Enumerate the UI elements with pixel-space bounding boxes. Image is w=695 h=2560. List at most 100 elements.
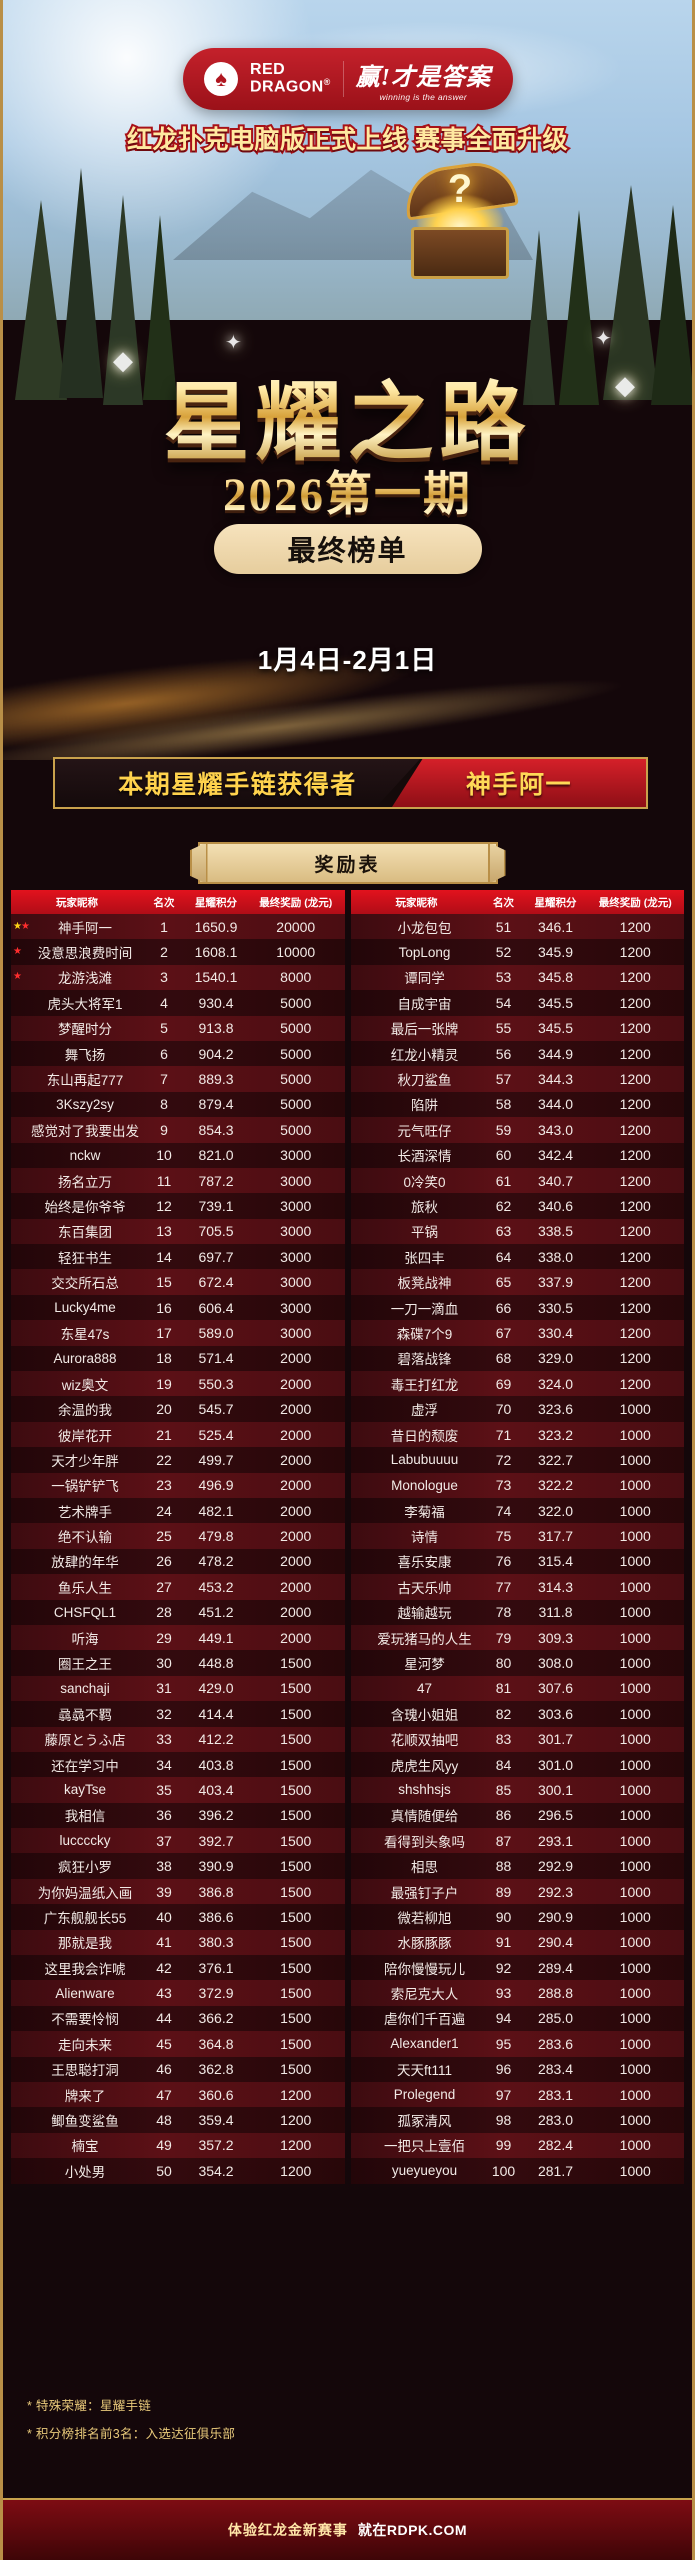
cell-rank: 54 bbox=[495, 994, 512, 1011]
table-row: 诗情 75 317.7 1000 bbox=[350, 1523, 684, 1549]
forest-silhouette bbox=[3, 0, 692, 760]
table-row: ★ 没意思浪费时间 2 1608.1 10000 bbox=[11, 939, 345, 965]
cell-score: 386.8 bbox=[198, 1883, 234, 1900]
cell-rank: 70 bbox=[495, 1401, 512, 1418]
table-row: 东星47s 17 589.0 3000 bbox=[11, 1320, 345, 1346]
cell-score: 322.0 bbox=[537, 1502, 574, 1519]
cell-prize: 1500 bbox=[280, 1908, 312, 1925]
table-row: 梦醒时分 5 913.8 5000 bbox=[11, 1015, 345, 1041]
cell-prize: 1500 bbox=[280, 2010, 312, 2027]
cell-prize: 1500 bbox=[280, 1858, 312, 1875]
cell-prize: 8000 bbox=[280, 969, 312, 986]
diamond-icon: ◆ bbox=[615, 370, 635, 401]
slogan-cn: 赢!才是答案 bbox=[355, 64, 491, 91]
cell-score: 904.2 bbox=[198, 1045, 234, 1062]
cell-score: 345.8 bbox=[537, 969, 574, 986]
table-row: 轻狂书生 14 697.7 3000 bbox=[11, 1244, 345, 1270]
table-row: 感觉对了我要出发 9 854.3 5000 bbox=[11, 1117, 345, 1143]
cell-prize: 3000 bbox=[280, 1248, 312, 1265]
cell-score: 354.2 bbox=[198, 2162, 234, 2179]
cell-rank: 23 bbox=[156, 1477, 172, 1494]
cell-player-name: 越输越玩 bbox=[397, 1606, 452, 1622]
table-row: 陪你慢慢玩儿 92 289.4 1000 bbox=[350, 1955, 684, 1981]
cell-score: 344.0 bbox=[537, 1096, 574, 1113]
cell-score: 879.4 bbox=[198, 1096, 234, 1113]
table-row: 听海 29 449.1 2000 bbox=[11, 1624, 345, 1651]
cell-player-name: kayTse bbox=[63, 1782, 107, 1798]
cell-player-name: 索尼克大人 bbox=[390, 1987, 459, 2003]
cell-score: 364.8 bbox=[198, 2035, 234, 2052]
cell-rank: 86 bbox=[495, 1807, 512, 1824]
table-row: TopLong 52 345.9 1200 bbox=[350, 939, 684, 965]
cell-rank: 81 bbox=[495, 1680, 512, 1697]
brand-name: RED DRAGON® bbox=[250, 61, 331, 96]
cell-player-name: 陷阱 bbox=[411, 1098, 438, 1114]
cell-rank: 16 bbox=[156, 1299, 172, 1316]
cell-prize: 1000 bbox=[619, 2112, 651, 2129]
header-rank: 名次 bbox=[153, 896, 175, 909]
cell-prize: 1000 bbox=[619, 1604, 651, 1621]
cell-player-name: 感觉对了我要出发 bbox=[31, 1123, 139, 1139]
cell-prize: 10000 bbox=[276, 944, 316, 961]
cell-prize: 1200 bbox=[619, 1350, 651, 1367]
cell-rank: 33 bbox=[156, 1731, 172, 1748]
table-row: 古天乐帅 77 314.3 1000 bbox=[350, 1574, 684, 1600]
cell-rank: 66 bbox=[495, 1299, 512, 1316]
cell-player-name: 昔日的颓废 bbox=[390, 1428, 459, 1444]
cell-rank: 61 bbox=[495, 1172, 512, 1189]
cell-score: 324.0 bbox=[537, 1375, 574, 1392]
cell-prize: 1000 bbox=[619, 1578, 651, 1595]
cell-score: 366.2 bbox=[198, 2010, 234, 2027]
cell-prize: 1200 bbox=[619, 1045, 651, 1062]
table-row: 最强钉子户 89 292.3 1000 bbox=[350, 1878, 684, 1905]
winner-name-block: 神手阿一 bbox=[392, 759, 646, 807]
footer-right-text[interactable]: 就在RDPK.COM bbox=[357, 2522, 468, 2538]
cell-player-name: 绝不认输 bbox=[58, 1530, 112, 1546]
cell-player-name: 花顺双抽吧 bbox=[390, 1733, 459, 1749]
cell-score: 1540.1 bbox=[194, 969, 238, 986]
header-prize: 最终奖励 (龙元) bbox=[259, 896, 333, 909]
cell-prize: 1000 bbox=[619, 1680, 651, 1697]
cell-score: 1608.1 bbox=[194, 944, 238, 961]
cell-score: 889.3 bbox=[198, 1071, 234, 1088]
cell-rank: 8 bbox=[160, 1096, 168, 1113]
cell-score: 338.5 bbox=[537, 1223, 574, 1240]
cell-rank: 62 bbox=[495, 1197, 512, 1214]
cell-player-name: 艺术牌手 bbox=[58, 1504, 112, 1520]
cell-rank: 9 bbox=[160, 1121, 168, 1138]
cell-score: 283.6 bbox=[537, 2035, 574, 2052]
table-row: 东百集团 13 705.5 3000 bbox=[11, 1218, 345, 1245]
cell-prize: 3000 bbox=[280, 1324, 312, 1341]
cell-player-name: 0冷笑0 bbox=[403, 1174, 446, 1190]
cell-prize: 1000 bbox=[619, 1858, 651, 1875]
cell-player-name: 轻狂书生 bbox=[58, 1250, 112, 1266]
cell-player-name: 真情随便给 bbox=[390, 1809, 459, 1825]
cell-player-name: 舞飞扬 bbox=[64, 1047, 106, 1063]
cell-player-name: 我相信 bbox=[64, 1809, 106, 1825]
cell-prize: 1000 bbox=[619, 2035, 651, 2052]
cell-rank: 45 bbox=[156, 2035, 172, 2052]
cell-score: 357.2 bbox=[198, 2137, 234, 2154]
cell-rank: 38 bbox=[156, 1858, 172, 1875]
table-row: 鱼乐人生 27 453.2 2000 bbox=[11, 1574, 345, 1600]
table-row: 虎头大将军1 4 930.4 5000 bbox=[11, 990, 345, 1016]
cell-prize: 1500 bbox=[280, 1883, 312, 1900]
cell-player-name: 看得到头象吗 bbox=[384, 1834, 465, 1850]
cell-prize: 1000 bbox=[619, 1934, 651, 1951]
cell-rank: 11 bbox=[156, 1172, 172, 1189]
cell-rank: 60 bbox=[495, 1147, 512, 1164]
cell-rank: 26 bbox=[156, 1553, 172, 1570]
cell-player-name: 爱玩猪马的人生 bbox=[377, 1631, 472, 1647]
table-row: Labubuuuu 72 322.7 1000 bbox=[350, 1447, 684, 1473]
cell-score: 451.2 bbox=[198, 1604, 234, 1621]
table-row: 舞飞扬 6 904.2 5000 bbox=[11, 1040, 345, 1067]
cell-rank: 57 bbox=[495, 1071, 512, 1088]
table-row: Alienware 43 372.9 1500 bbox=[11, 1980, 345, 2006]
table-row: nckw 10 821.0 3000 bbox=[11, 1142, 345, 1168]
cell-player-name: 元气旺仔 bbox=[397, 1123, 452, 1139]
cell-prize: 2000 bbox=[280, 1375, 312, 1392]
cell-score: 787.2 bbox=[198, 1172, 234, 1189]
cell-rank: 97 bbox=[495, 2086, 512, 2103]
cell-prize: 1500 bbox=[280, 2035, 312, 2052]
cell-prize: 1200 bbox=[619, 1223, 651, 1240]
